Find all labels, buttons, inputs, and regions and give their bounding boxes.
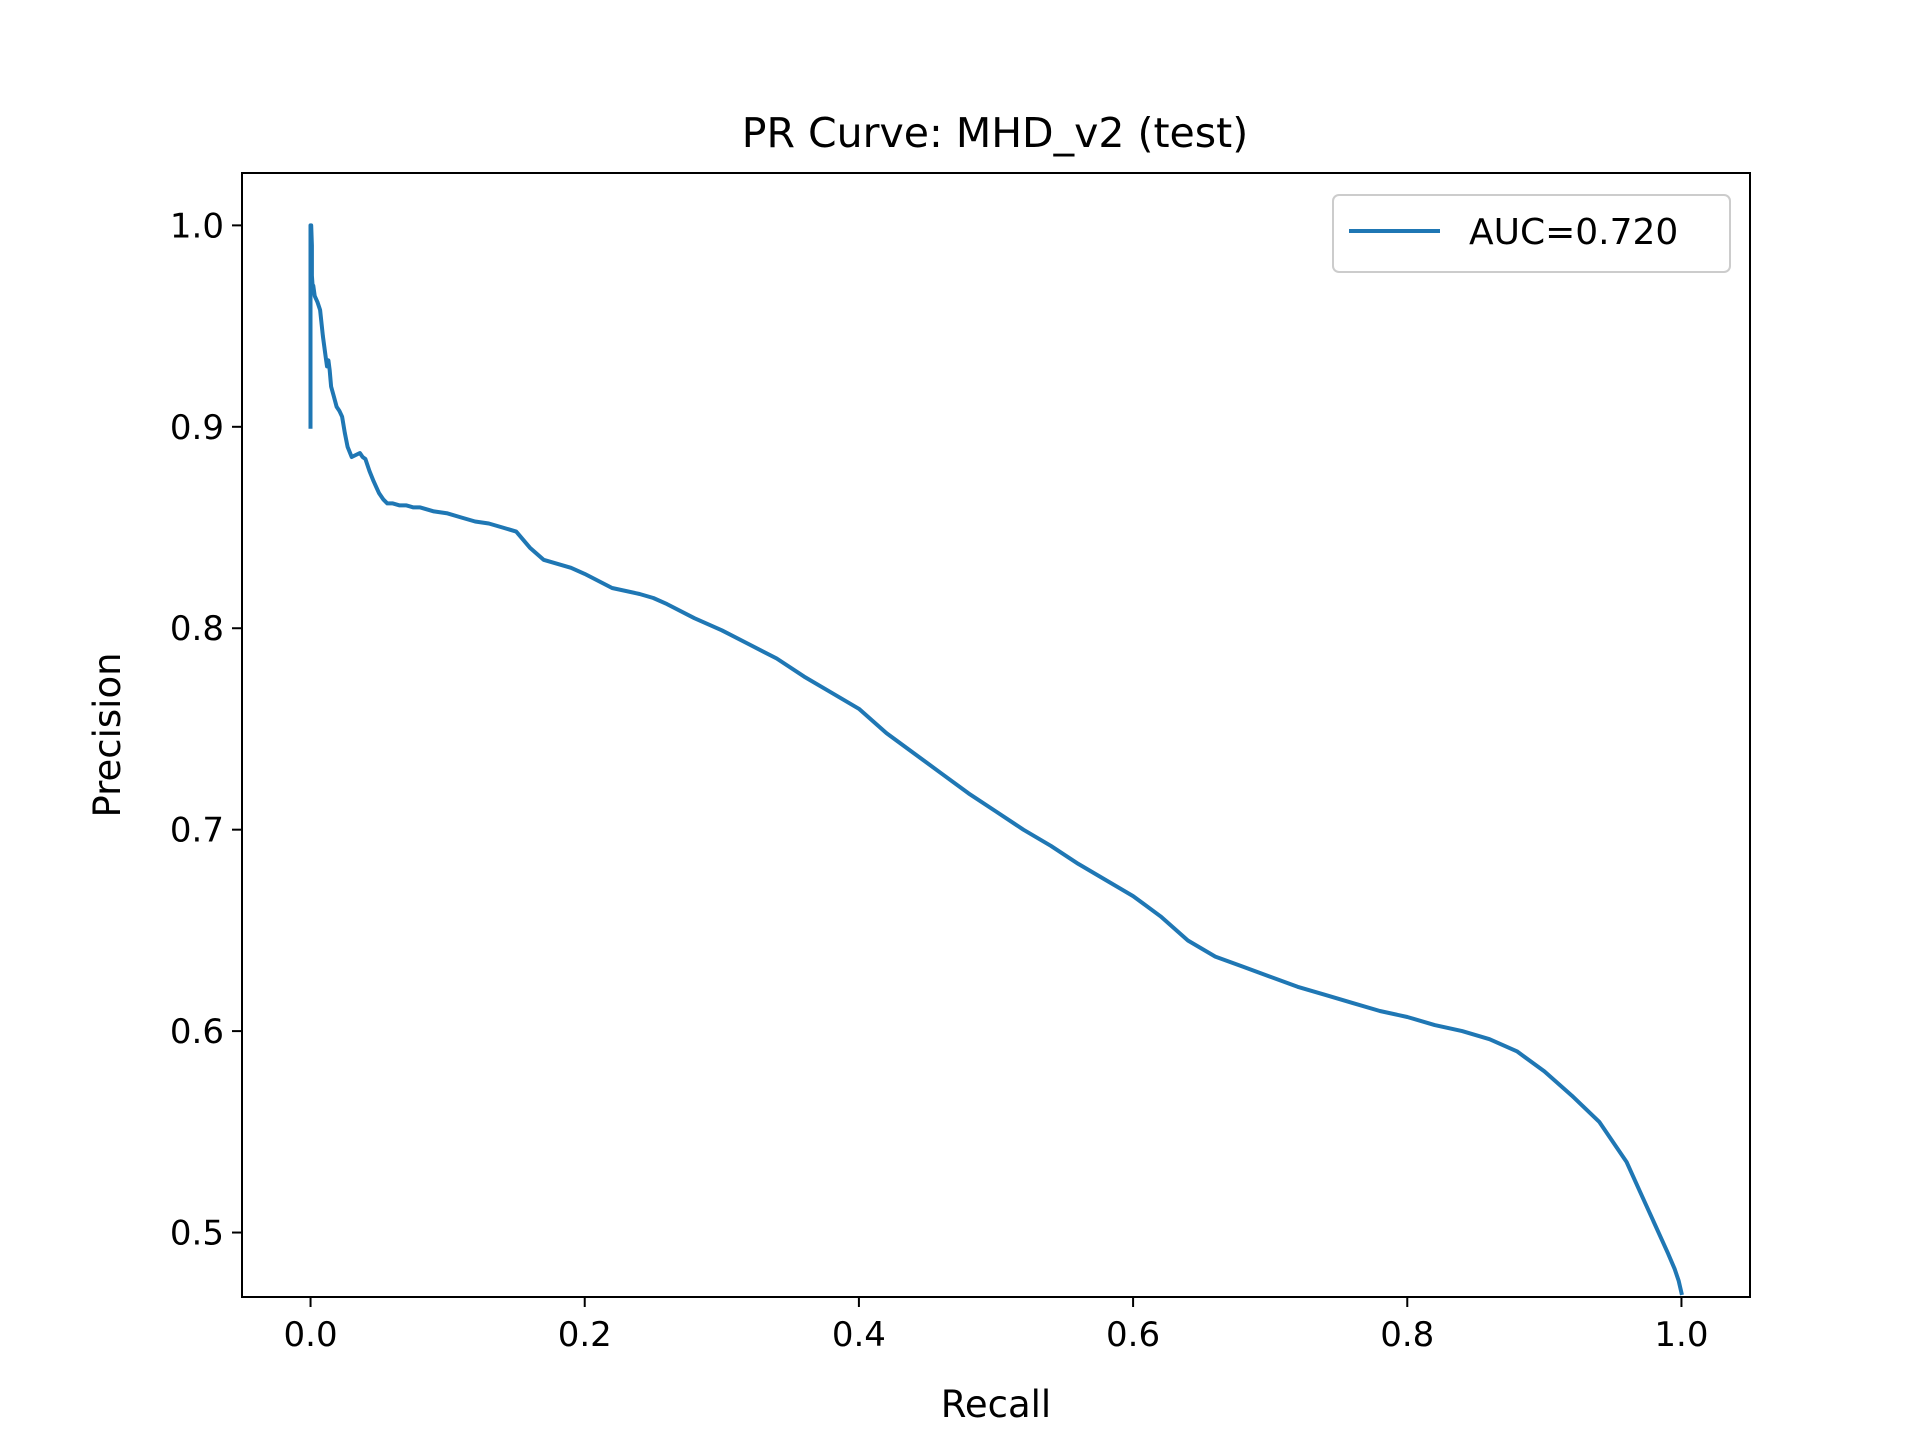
x-tick-label: 0.6: [1106, 1315, 1160, 1355]
chart-title: PR Curve: MHD_v2 (test): [742, 109, 1248, 157]
pr-curve-line: [308, 223, 1684, 1296]
x-tick-label: 1.0: [1654, 1315, 1708, 1355]
y-axis-label: Precision: [86, 652, 129, 817]
x-tick-label: 0.0: [284, 1315, 338, 1355]
x-tick-label: 0.4: [832, 1315, 886, 1355]
y-tick-label: 0.9: [170, 408, 224, 448]
y-tick-label: 0.8: [170, 609, 224, 649]
x-tick-label: 0.8: [1380, 1315, 1434, 1355]
plot-frame: [241, 172, 1751, 1298]
y-tick-label: 0.6: [170, 1012, 224, 1052]
x-axis-label: Recall: [941, 1383, 1051, 1426]
legend: AUC=0.720: [1332, 194, 1731, 273]
y-axis-ticks: 0.5 0.6 0.7 0.8 0.9 1.0: [170, 206, 242, 1254]
y-tick-label: 0.7: [170, 811, 224, 851]
legend-label: AUC=0.720: [1469, 212, 1678, 253]
y-tick-label: 0.5: [170, 1214, 224, 1254]
y-tick-label: 1.0: [170, 206, 224, 246]
legend-box: [1332, 194, 1731, 273]
x-tick-label: 0.2: [558, 1315, 612, 1355]
x-axis-ticks: 0.0 0.2 0.4 0.6 0.8 1.0: [284, 1297, 1708, 1355]
